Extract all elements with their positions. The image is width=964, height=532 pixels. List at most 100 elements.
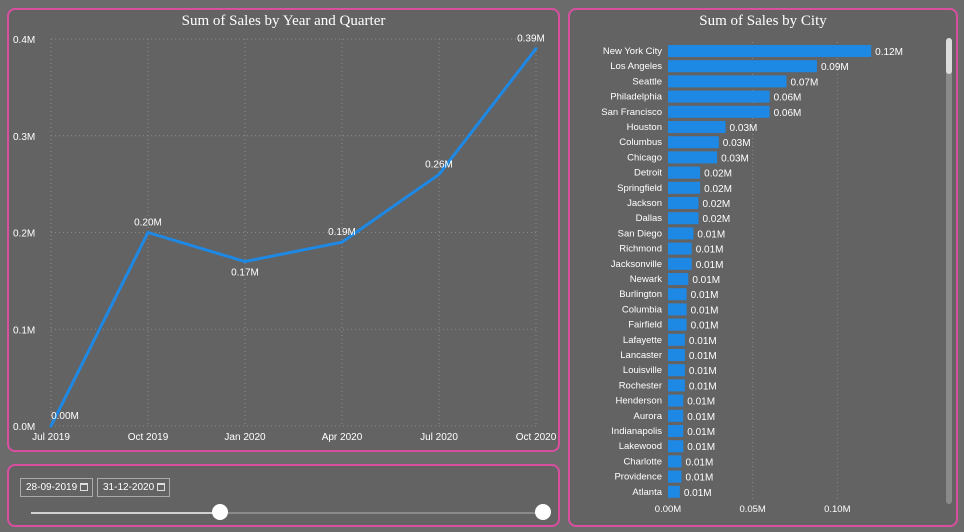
bar-chart-scrollbar[interactable] <box>946 38 952 504</box>
city-label: Dallas <box>636 213 663 224</box>
city-bar <box>668 45 872 57</box>
x-tick-label: 0.10M <box>824 504 850 515</box>
line-point <box>243 260 247 264</box>
line-point <box>340 240 344 244</box>
bar-chart-panel: Sum of Sales by City 0.00M 0.05M 0.10M New … <box>568 8 958 527</box>
data-label: 0.17M <box>231 268 259 279</box>
bar-value-label: 0.01M <box>691 290 719 301</box>
city-bar <box>668 485 680 498</box>
slider-fill <box>31 512 221 514</box>
slider-start-handle[interactable] <box>212 504 229 520</box>
city-bar <box>668 166 701 179</box>
x-tick-label: 0.05M <box>739 504 765 515</box>
city-label: Columbus <box>619 137 662 148</box>
x-tick-label: Jan 2020 <box>224 432 266 443</box>
line-chart-title: Sum of Sales by Year and Quarter <box>181 13 386 29</box>
calendar-icon[interactable] <box>157 483 165 491</box>
city-bar <box>668 242 692 255</box>
date-range-slider[interactable] <box>31 504 551 520</box>
bar-value-label: 0.06M <box>774 93 802 104</box>
bar-value-label: 0.01M <box>689 336 717 347</box>
line-point <box>49 424 53 428</box>
city-label: New York City <box>603 46 662 57</box>
city-label: Jackson <box>627 198 662 209</box>
line-point <box>437 172 441 176</box>
start-date-input[interactable]: 28-09-2019 <box>20 478 93 497</box>
city-label: Philadelphia <box>610 92 662 103</box>
city-bar <box>668 227 694 240</box>
x-tick-label: Apr 2020 <box>322 432 363 443</box>
city-bar <box>668 90 770 103</box>
end-date-value: 31-12-2020 <box>103 482 155 493</box>
city-label: Indianapolis <box>611 426 662 437</box>
city-label: Burlington <box>619 289 662 300</box>
bar-value-label: 0.03M <box>730 123 758 134</box>
city-label: Newark <box>630 274 662 285</box>
city-bar <box>668 303 687 316</box>
city-label: San Francisco <box>601 107 662 118</box>
city-label: Springfield <box>617 183 662 194</box>
city-label: San Diego <box>618 228 662 239</box>
line-chart[interactable]: 0.0M 0.1M 0.2M 0.3M 0.4M Jul 2019 Oct 2019 Jan … <box>9 10 558 450</box>
x-tick-label: Oct 2020 <box>516 432 557 443</box>
bar-value-label: 0.01M <box>687 427 715 438</box>
scrollbar-thumb[interactable] <box>946 38 952 74</box>
line-point <box>534 47 538 51</box>
bar-value-label: 0.01M <box>687 412 715 423</box>
city-bar <box>668 105 770 118</box>
bar-chart-title: Sum of Sales by City <box>699 13 827 29</box>
bar-value-label: 0.03M <box>721 153 749 164</box>
city-label: Atlanta <box>632 487 662 498</box>
start-date-value: 28-09-2019 <box>26 482 78 493</box>
data-label: 0.39M <box>517 34 545 45</box>
bar-value-label: 0.01M <box>687 442 715 453</box>
end-date-input[interactable]: 31-12-2020 <box>97 478 170 497</box>
city-label: Houston <box>627 122 662 133</box>
x-tick-label: Jul 2019 <box>32 432 70 443</box>
x-tick-label: 0.00M <box>655 504 681 515</box>
data-label: 0.00M <box>51 411 79 422</box>
bar-chart[interactable]: 0.00M 0.05M 0.10M New York City 0.12M Los Ang… <box>570 10 956 525</box>
bar-value-label: 0.01M <box>697 229 725 240</box>
calendar-icon[interactable] <box>80 483 88 491</box>
bar-value-label: 0.01M <box>687 397 715 408</box>
city-bar <box>668 288 687 301</box>
city-bar <box>668 75 787 88</box>
bar-value-label: 0.02M <box>702 199 730 210</box>
data-label: 0.20M <box>134 218 162 229</box>
city-label: Charlotte <box>623 456 662 467</box>
bar-value-label: 0.02M <box>704 184 732 195</box>
city-bar <box>668 349 685 361</box>
city-bar <box>668 197 699 209</box>
bar-value-label: 0.01M <box>686 457 714 468</box>
city-label: Chicago <box>627 152 662 163</box>
city-bar <box>668 425 684 437</box>
city-label: Lancaster <box>620 350 662 361</box>
city-label: Jacksonville <box>611 259 662 270</box>
bar-value-label: 0.09M <box>821 62 849 73</box>
city-bar <box>668 273 689 285</box>
city-bar <box>668 151 718 164</box>
data-label: 0.19M <box>328 227 356 238</box>
slider-end-handle[interactable] <box>535 504 551 520</box>
city-bar <box>668 364 685 377</box>
city-label: Columbia <box>622 304 663 315</box>
city-bar <box>668 181 701 194</box>
city-label: Richmond <box>619 244 662 255</box>
bar-value-label: 0.03M <box>723 138 751 149</box>
y-tick-label: 0.4M <box>13 35 35 46</box>
city-label: Lakewood <box>619 441 662 452</box>
city-bar <box>668 60 817 73</box>
y-tick-label: 0.3M <box>13 132 35 143</box>
city-bar <box>668 455 682 468</box>
sales-line <box>49 47 538 427</box>
city-label: Los Angeles <box>610 61 662 72</box>
bar-value-label: 0.01M <box>696 260 724 271</box>
city-bar <box>668 379 685 392</box>
city-bar <box>668 257 692 270</box>
bar-value-label: 0.02M <box>702 214 730 225</box>
bar-value-label: 0.01M <box>689 381 717 392</box>
city-label: Fairfield <box>628 320 662 331</box>
bar-value-label: 0.01M <box>691 321 719 332</box>
line-chart-panel: Sum of Sales by Year and Quarter 0.0M 0.1… <box>7 8 560 452</box>
